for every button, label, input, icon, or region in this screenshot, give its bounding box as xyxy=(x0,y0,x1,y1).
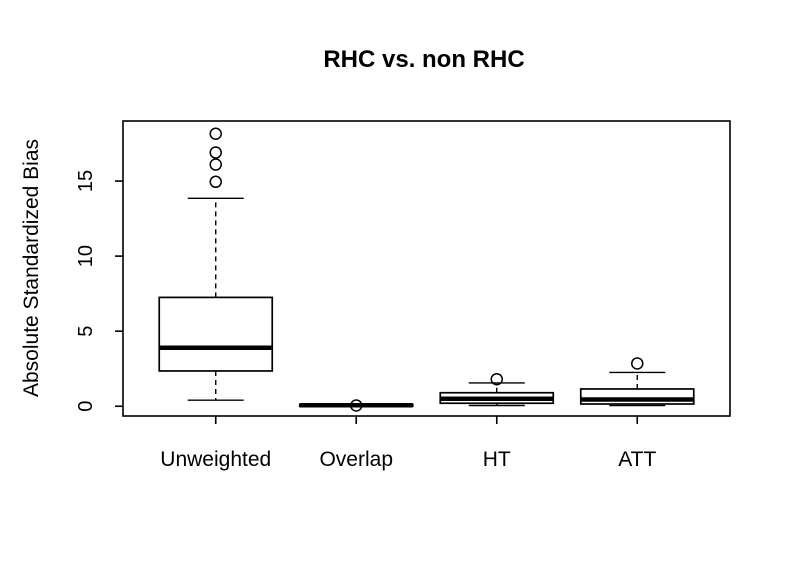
x-category-label: HT xyxy=(483,448,511,471)
chart-title: RHC vs. non RHC xyxy=(323,46,524,73)
x-category-label: ATT xyxy=(618,448,656,471)
y-tick-label: 0 xyxy=(75,401,97,412)
y-axis-label: Absolute Standardized Bias xyxy=(20,139,43,397)
x-category-label: Overlap xyxy=(319,448,393,471)
outlier-point xyxy=(490,372,504,386)
outlier-point xyxy=(631,357,644,370)
plot-frame xyxy=(122,120,731,417)
outlier-point xyxy=(209,127,222,141)
plot-area: 0 5 10 15 Unweighted Overlap HT ATT xyxy=(75,120,731,471)
box-iqr xyxy=(579,388,695,405)
outlier-point xyxy=(209,175,222,189)
y-tick-label: 15 xyxy=(75,170,97,192)
y-tick-label: 5 xyxy=(75,326,97,337)
outlier-point xyxy=(349,399,363,412)
x-category-label: Unweighted xyxy=(160,448,271,471)
box-iqr xyxy=(158,296,274,372)
outlier-point xyxy=(209,158,222,171)
y-tick-label: 10 xyxy=(75,245,97,267)
outlier-point xyxy=(209,146,222,159)
